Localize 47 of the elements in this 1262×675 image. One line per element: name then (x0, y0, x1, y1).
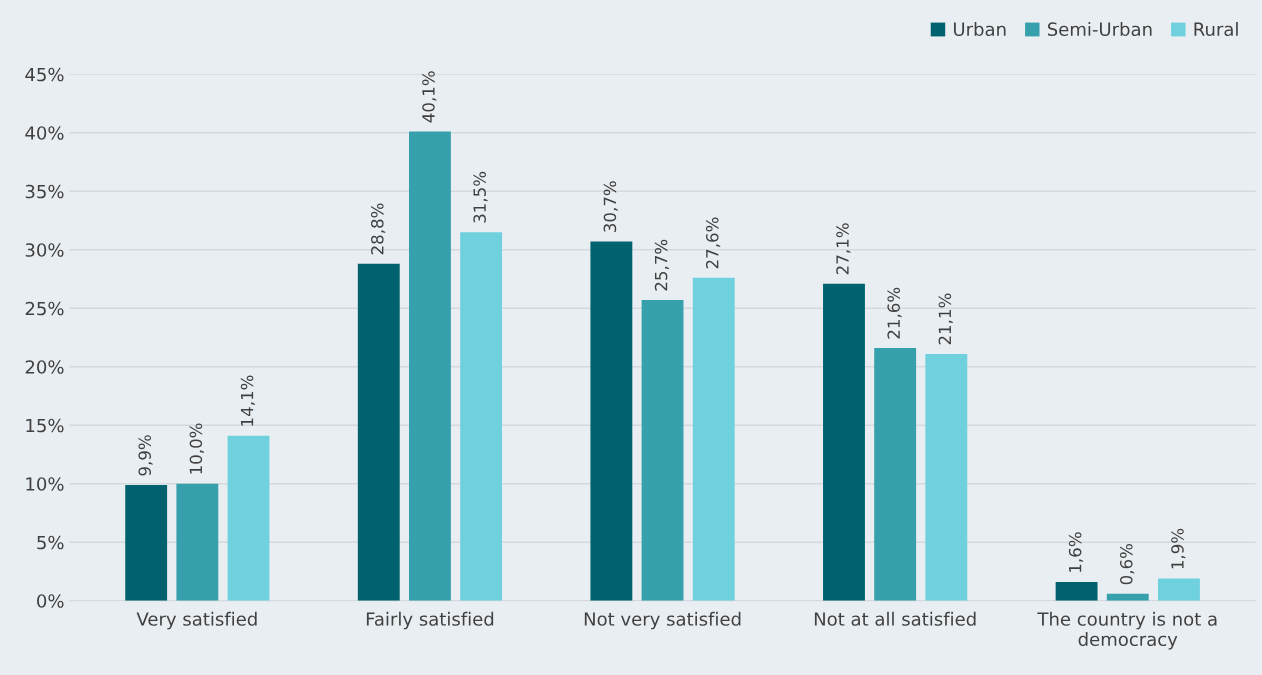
bar (692, 277, 735, 601)
y-tick-label: 0% (37, 594, 64, 608)
data-label: 30,7% (603, 181, 618, 232)
data-label: 27,1% (836, 223, 851, 275)
data-label: 10,0% (189, 423, 204, 474)
data-label: 14,1% (240, 375, 256, 426)
data-label: 31,5% (473, 171, 488, 223)
y-tick-label: 10% (26, 477, 64, 491)
x-tick-label: Very satisfied (136, 611, 257, 630)
data-label: 21,1% (938, 293, 953, 345)
data-label: 27,6% (705, 217, 721, 269)
y-tick-label: 5% (37, 535, 64, 550)
y-tick-label: 20% (25, 360, 64, 374)
bar (874, 348, 917, 601)
bar (409, 131, 451, 601)
bar (641, 300, 684, 601)
data-label: 9,9% (138, 435, 153, 476)
y-tick-label: 45% (25, 67, 64, 82)
data-label: 40,1% (422, 71, 437, 123)
x-tick-label: The country is not a democracy (1037, 611, 1217, 650)
bar (1158, 578, 1200, 601)
x-tick-label: Not very satisfied (584, 611, 741, 630)
y-tick-label: 30% (25, 243, 64, 257)
data-label: 25,7% (654, 239, 670, 291)
bar (176, 483, 219, 601)
y-tick-label: 25% (25, 301, 64, 316)
legend-label: Rural (1194, 22, 1238, 37)
data-label: 0,6% (1119, 543, 1135, 585)
bar (925, 353, 968, 601)
data-label: 28,8% (371, 203, 386, 255)
bar (227, 435, 270, 601)
data-label: 21,6% (887, 287, 902, 339)
data-label: 1,6% (1068, 532, 1084, 572)
bar (460, 232, 503, 601)
x-tick-label: Not at all satisfied (814, 611, 976, 626)
bar (125, 484, 168, 601)
bar (357, 263, 400, 601)
legend-label: Urban (953, 22, 1006, 37)
bar (590, 241, 633, 601)
y-tick-label: 40% (25, 126, 64, 140)
y-tick-label: 35% (25, 184, 64, 199)
x-tick-label: Fairly satisfied (366, 611, 494, 630)
y-tick-label: 15% (26, 418, 64, 433)
data-label: 1,9% (1171, 528, 1186, 569)
bar (1055, 582, 1098, 601)
legend-label: Semi-Urban (1047, 22, 1152, 37)
bar (823, 283, 865, 601)
